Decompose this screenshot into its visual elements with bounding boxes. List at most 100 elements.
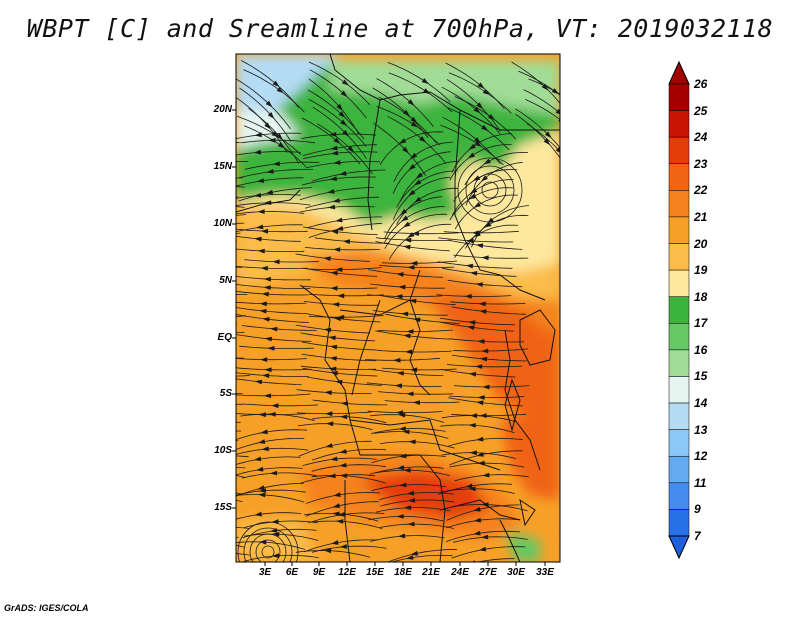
streamline-arrow [194, 232, 201, 237]
streamline [453, 254, 529, 259]
colorbar-label: 9 [694, 502, 701, 517]
streamline [368, 269, 443, 278]
streamline-arrow [191, 194, 198, 199]
streamline [368, 368, 444, 376]
streamline-arrow [328, 335, 336, 341]
streamline [307, 89, 365, 140]
streamline-arrow [258, 412, 266, 418]
streamline [437, 261, 513, 269]
colorbar-segment [668, 429, 690, 457]
streamline [240, 413, 315, 421]
streamline [308, 315, 384, 318]
streamline [375, 237, 451, 241]
streamline-arrow [191, 435, 198, 440]
streamline-arrow [189, 351, 196, 356]
streamline-arrow [396, 465, 405, 470]
longitude-label: 12E [338, 567, 356, 578]
streamline-arrow [268, 412, 276, 417]
streamline-arrow [257, 485, 265, 490]
streamline [310, 512, 385, 523]
streamline-arrow [323, 548, 332, 554]
streamline-arrow [408, 189, 416, 197]
streamline-arrow [258, 488, 267, 493]
streamline-arrow [253, 456, 262, 462]
streamline-arrow [199, 539, 206, 544]
streamline-arrow [277, 142, 286, 149]
streamline-arrow [201, 291, 208, 296]
streamline-arrow [398, 138, 407, 144]
streamline [314, 237, 390, 244]
streamline-arrow [404, 349, 413, 355]
streamline [446, 79, 501, 132]
streamline [236, 499, 243, 502]
streamline [236, 78, 291, 130]
streamline [396, 187, 458, 225]
streamline-arrow [407, 99, 415, 106]
streamline [447, 279, 523, 288]
streamline [297, 423, 373, 431]
colorbar-segment [668, 323, 690, 351]
streamline-arrow [468, 193, 477, 200]
streamline-arrow [476, 436, 484, 442]
streamline-arrow [468, 320, 476, 325]
colorbar-label: 22 [694, 183, 708, 198]
streamline [375, 507, 451, 513]
border-line [329, 54, 560, 131]
streamline-arrow [199, 315, 206, 320]
streamline-arrow [394, 383, 403, 389]
streamline-arrow [415, 172, 423, 179]
streamline [308, 293, 384, 297]
streamline-arrow [473, 106, 481, 114]
streamline-arrow [339, 449, 347, 454]
streamline-arrow [332, 503, 340, 508]
streamline-arrow [414, 179, 422, 186]
streamline-arrow [482, 384, 490, 390]
streamline-arrow [265, 100, 273, 108]
streamline [476, 558, 515, 562]
streamline-arrow [403, 333, 411, 339]
border-line [504, 329, 541, 471]
streamline [436, 294, 512, 297]
streamline [236, 351, 237, 352]
streamline [312, 448, 386, 461]
streamline-arrow [257, 248, 265, 254]
streamline-arrow [194, 419, 201, 424]
colorbar-segment [668, 136, 690, 165]
streamline [242, 528, 317, 539]
streamline-arrow [400, 311, 409, 317]
streamline-arrow [325, 443, 333, 448]
colorbar-label: 14 [694, 396, 708, 411]
streamline [302, 267, 378, 277]
colorbar [668, 60, 690, 560]
streamline-arrow [404, 237, 412, 243]
streamline-arrow [189, 411, 196, 416]
streamline [236, 177, 304, 187]
streamline [373, 122, 427, 177]
shading-zone-red-southeast [500, 410, 560, 500]
streamline [236, 259, 237, 261]
colorbar-label: 26 [694, 77, 708, 91]
streamline-arrow [257, 209, 265, 214]
streamline-arrow [330, 150, 339, 156]
gyre-streamline [261, 545, 275, 559]
streamline-arrow [481, 255, 489, 261]
streamline [302, 367, 378, 377]
border-line [360, 454, 446, 562]
colorbar-segment [668, 269, 690, 297]
streamline-arrow [476, 102, 484, 110]
streamline [311, 474, 386, 484]
gyre-streamline [481, 181, 499, 199]
streamline-arrow [253, 149, 262, 155]
streamline-arrow [465, 483, 473, 489]
streamline [372, 87, 429, 139]
streamline [369, 466, 444, 475]
colorbar-segment [668, 376, 690, 404]
streamline-arrow [469, 187, 478, 194]
streamline [312, 399, 388, 406]
streamline-arrow [396, 371, 404, 376]
streamline [296, 411, 372, 415]
streamline-arrow [347, 145, 355, 153]
streamline [236, 536, 239, 538]
grads-credit: GrADS: IGES/COLA [4, 603, 89, 613]
streamline [365, 357, 441, 361]
